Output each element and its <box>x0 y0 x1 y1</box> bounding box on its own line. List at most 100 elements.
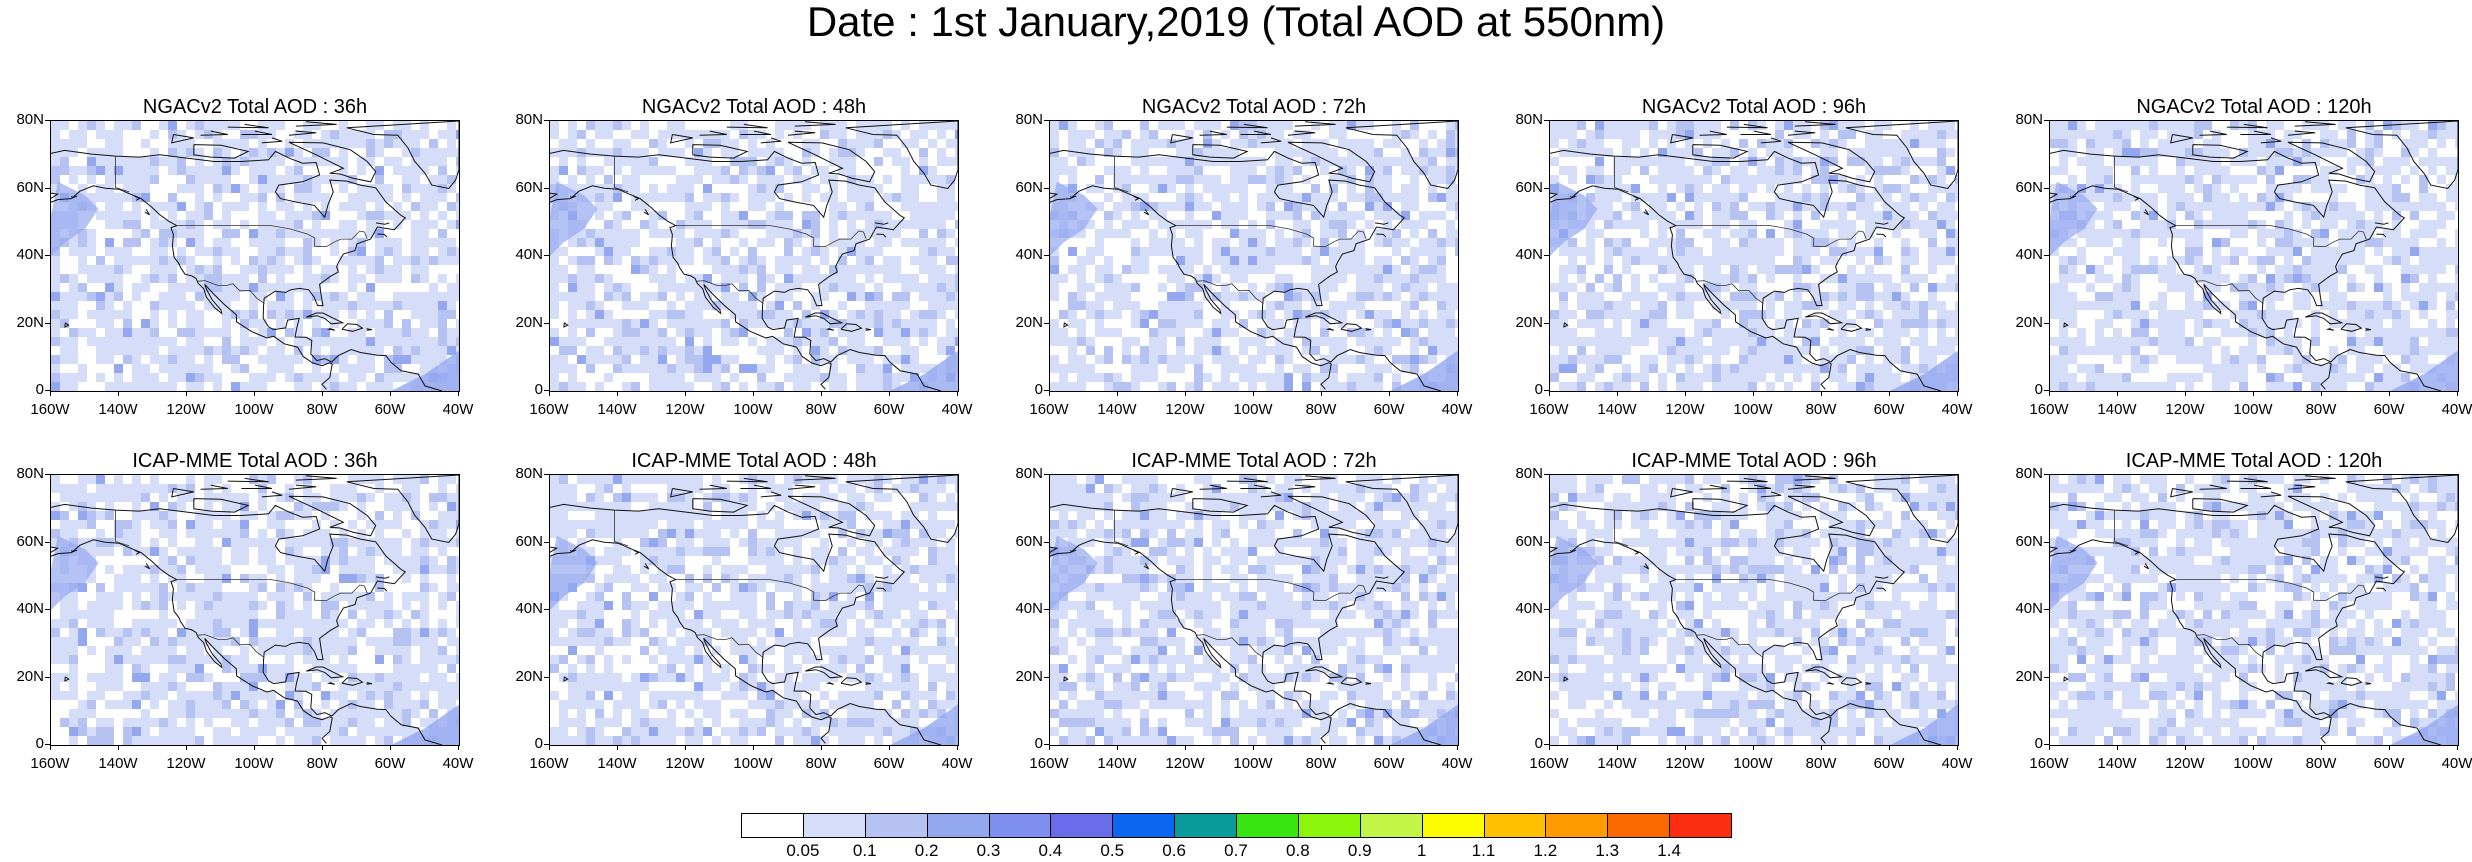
aod-cell <box>676 301 685 310</box>
aod-cell <box>847 292 856 301</box>
aod-cell <box>1338 229 1347 238</box>
aod-cell <box>258 511 267 520</box>
aod-cell <box>640 673 649 682</box>
aod-cell <box>595 220 604 229</box>
aod-cell <box>1149 148 1158 157</box>
aod-cell <box>1937 220 1946 229</box>
aod-cell <box>60 166 69 175</box>
aod-cell <box>1095 193 1104 202</box>
aod-cell <box>2410 337 2419 346</box>
aod-cell <box>1856 229 1865 238</box>
aod-cell <box>1248 202 1257 211</box>
aod-cell <box>330 601 339 610</box>
aod-cell <box>294 718 303 727</box>
aod-cell <box>1347 202 1356 211</box>
aod-cell <box>1122 139 1131 148</box>
coastline <box>241 484 273 489</box>
aod-cell <box>1748 193 1757 202</box>
x-tick-mark <box>390 745 391 750</box>
aod-cell <box>892 493 901 502</box>
aod-cell <box>2158 364 2167 373</box>
aod-cell <box>60 502 69 511</box>
aod-cell <box>595 547 604 556</box>
aod-cell <box>456 628 459 637</box>
aod-cell <box>258 301 267 310</box>
aod-cell <box>312 166 321 175</box>
coastline <box>288 130 317 136</box>
aod-cell <box>811 382 820 391</box>
aod-cell <box>829 265 838 274</box>
aod-cell <box>2257 355 2266 364</box>
aod-cell <box>1604 274 1613 283</box>
coastline <box>1063 322 1069 328</box>
aod-cell <box>1185 475 1194 484</box>
aod-cell <box>1167 484 1176 493</box>
x-tick-mark <box>753 391 754 396</box>
aod-cell <box>613 283 622 292</box>
aod-cell <box>1739 148 1748 157</box>
aod-cell <box>649 529 658 538</box>
aod-cell <box>577 166 586 175</box>
aod-cell <box>1131 247 1140 256</box>
aod-cell <box>739 328 748 337</box>
aod-cell <box>937 655 946 664</box>
aod-cell <box>1667 193 1676 202</box>
aod-cell <box>1230 130 1239 139</box>
aod-cell <box>429 166 438 175</box>
aod-cell <box>1050 646 1059 655</box>
aod-cell <box>2257 337 2266 346</box>
aod-cell <box>69 121 78 130</box>
aod-cell <box>195 727 204 736</box>
aod-cell <box>1113 574 1122 583</box>
aod-cell <box>703 364 712 373</box>
aod-cell <box>429 247 438 256</box>
aod-cell <box>1230 301 1239 310</box>
aod-cell <box>1455 247 1458 256</box>
aod-cell <box>685 148 694 157</box>
aod-cell <box>2230 301 2239 310</box>
aod-cell <box>901 265 910 274</box>
aod-cell <box>802 538 811 547</box>
aod-cell <box>51 355 60 364</box>
x-tick-label: 140W <box>1097 401 1137 418</box>
aod-cell <box>402 184 411 193</box>
aod-cell <box>456 220 459 229</box>
aod-cell <box>267 583 276 592</box>
aod-cell <box>204 310 213 319</box>
coastline <box>134 549 141 555</box>
aod-cell <box>1829 346 1838 355</box>
aod-cell <box>2410 193 2419 202</box>
aod-cell <box>865 328 874 337</box>
aod-cell <box>1365 238 1374 247</box>
aod-cell <box>1257 211 1266 220</box>
aod-cell <box>1946 229 1955 238</box>
aod-cell <box>1419 175 1428 184</box>
aod-cell <box>429 592 438 601</box>
aod-cell <box>955 511 958 520</box>
aod-cell <box>1176 565 1185 574</box>
aod-cell <box>447 157 456 166</box>
aod-cell <box>604 637 613 646</box>
aod-cell <box>2122 364 2131 373</box>
y-tick-label: 0 <box>1534 381 1543 398</box>
aod-cell <box>1104 475 1113 484</box>
aod-cell <box>321 520 330 529</box>
aod-cell <box>1802 283 1811 292</box>
aod-cell <box>222 646 231 655</box>
aod-cell <box>2122 148 2131 157</box>
aod-cell <box>267 529 276 538</box>
x-tick-label: 160W <box>529 755 569 772</box>
aod-cell <box>901 247 910 256</box>
aod-cell <box>429 229 438 238</box>
aod-cell <box>721 556 730 565</box>
aod-cell <box>249 556 258 565</box>
map-plot-area <box>549 120 959 392</box>
aod-cell <box>1392 301 1401 310</box>
aod-cell <box>1239 319 1248 328</box>
aod-cell <box>420 700 429 709</box>
aod-cell <box>1068 157 1077 166</box>
aod-cell <box>595 709 604 718</box>
aod-cell <box>1365 211 1374 220</box>
coastline <box>1050 149 1442 391</box>
aod-cell <box>1059 148 1068 157</box>
